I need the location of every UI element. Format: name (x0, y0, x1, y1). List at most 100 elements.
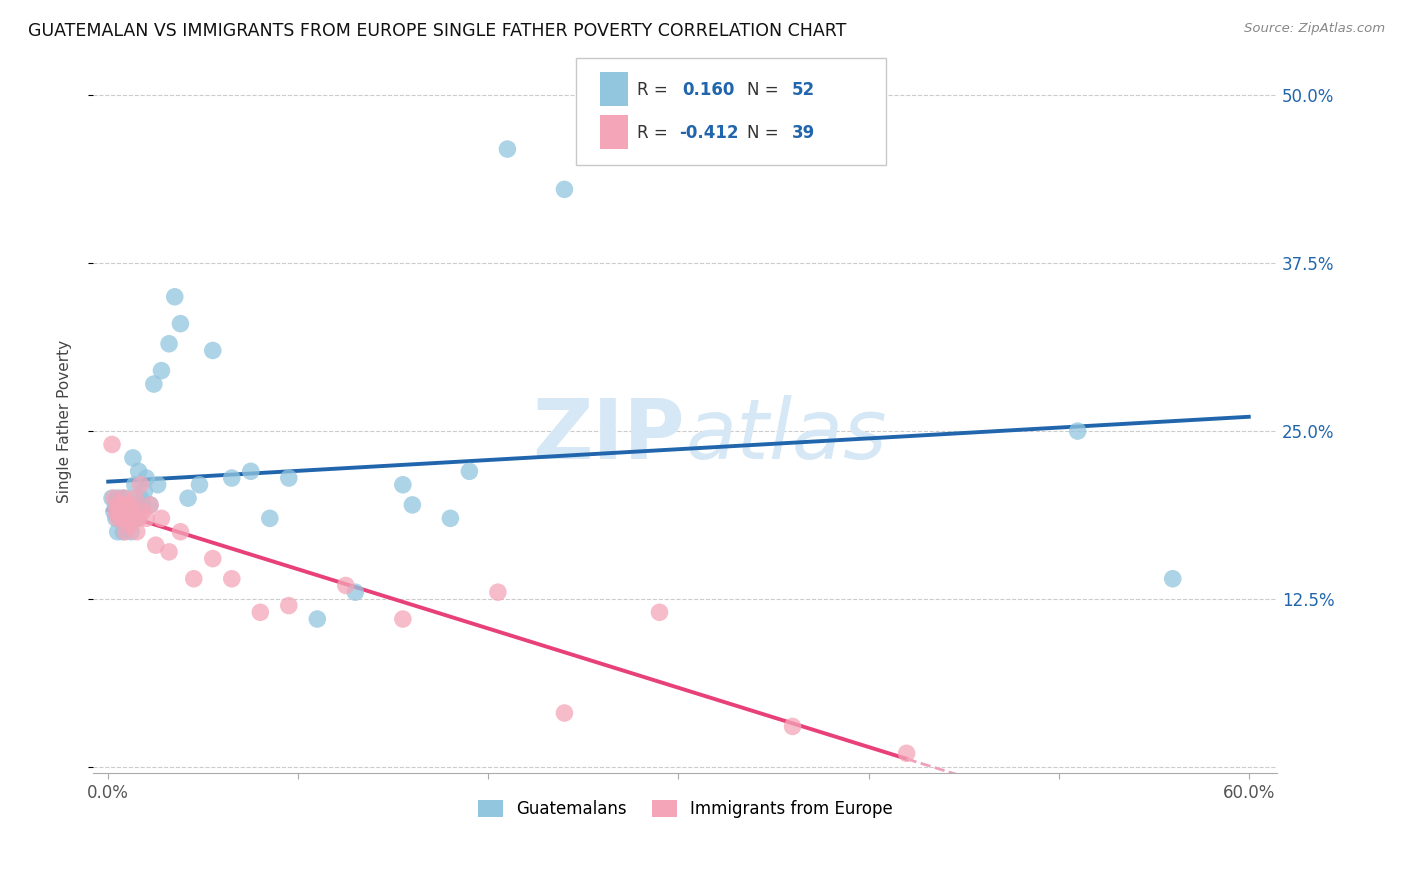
Point (259, 511, 281, 525)
Point (103, 505, 125, 519)
Point (392, 612, 415, 626)
Point (163, 290, 186, 304)
Point (782, 719, 804, 733)
Point (124, 477, 146, 491)
Point (104, 511, 127, 525)
Point (239, 464, 262, 478)
Point (392, 477, 415, 491)
Point (150, 363, 173, 377)
Text: 39: 39 (792, 124, 815, 142)
Point (120, 511, 142, 525)
Point (120, 498, 142, 512)
Point (125, 524, 148, 539)
Point (439, 511, 461, 525)
Point (150, 511, 173, 525)
Point (277, 471, 299, 485)
Point (344, 585, 367, 599)
Point (101, 437, 124, 451)
Point (107, 498, 129, 512)
Point (486, 585, 509, 599)
Point (553, 706, 575, 720)
Point (135, 511, 157, 525)
Point (122, 511, 145, 525)
Text: N =: N = (747, 81, 783, 99)
Point (201, 343, 224, 358)
Text: atlas: atlas (685, 394, 887, 475)
Text: N =: N = (747, 124, 783, 142)
Point (122, 450, 145, 465)
Point (201, 551, 224, 566)
Y-axis label: Single Father Poverty: Single Father Poverty (58, 340, 72, 502)
Point (139, 498, 162, 512)
Point (183, 572, 205, 586)
Point (128, 511, 150, 525)
Point (122, 505, 145, 519)
Point (458, 464, 481, 478)
Point (145, 538, 167, 552)
Point (1161, 572, 1184, 586)
Text: -0.412: -0.412 (679, 124, 738, 142)
Point (110, 491, 132, 505)
Text: ZIP: ZIP (533, 394, 685, 475)
Point (307, 612, 329, 626)
Text: GUATEMALAN VS IMMIGRANTS FROM EUROPE SINGLE FATHER POVERTY CORRELATION CHART: GUATEMALAN VS IMMIGRANTS FROM EUROPE SIN… (28, 22, 846, 40)
Point (108, 505, 131, 519)
Point (104, 505, 127, 519)
Point (142, 377, 165, 392)
Point (115, 518, 138, 533)
Point (125, 511, 148, 525)
Point (131, 505, 153, 519)
Point (115, 498, 138, 512)
Point (108, 511, 131, 525)
Point (125, 498, 148, 512)
Point (120, 505, 142, 519)
Point (249, 605, 271, 619)
Point (169, 317, 191, 331)
Point (131, 498, 153, 512)
Point (114, 511, 136, 525)
Text: 0.160: 0.160 (682, 81, 734, 99)
Text: R =: R = (637, 124, 673, 142)
Point (188, 477, 211, 491)
Point (104, 498, 127, 512)
Legend: Guatemalans, Immigrants from Europe: Guatemalans, Immigrants from Europe (471, 794, 900, 825)
Point (169, 524, 191, 539)
Point (128, 464, 150, 478)
Point (112, 511, 135, 525)
Point (114, 498, 136, 512)
Point (1066, 424, 1088, 438)
Point (120, 524, 142, 539)
Point (146, 477, 169, 491)
Point (124, 491, 146, 505)
Point (648, 605, 671, 619)
Point (335, 578, 357, 592)
Point (112, 491, 135, 505)
Point (896, 746, 918, 760)
Point (110, 498, 132, 512)
Point (108, 505, 131, 519)
Text: Source: ZipAtlas.com: Source: ZipAtlas.com (1244, 22, 1385, 36)
Point (110, 511, 132, 525)
Point (103, 491, 125, 505)
Point (221, 572, 243, 586)
Text: 52: 52 (792, 81, 814, 99)
Point (221, 471, 243, 485)
Point (401, 498, 423, 512)
Point (118, 518, 141, 533)
Point (114, 491, 136, 505)
Point (553, 182, 575, 196)
Point (157, 336, 180, 351)
Point (110, 498, 132, 512)
Point (107, 511, 129, 525)
Point (129, 477, 152, 491)
Point (139, 498, 162, 512)
Point (114, 524, 136, 539)
Point (107, 524, 129, 539)
Point (135, 471, 157, 485)
Point (129, 491, 152, 505)
Point (177, 491, 200, 505)
Point (101, 491, 124, 505)
Point (112, 524, 135, 539)
Point (496, 142, 519, 156)
Point (277, 599, 299, 613)
